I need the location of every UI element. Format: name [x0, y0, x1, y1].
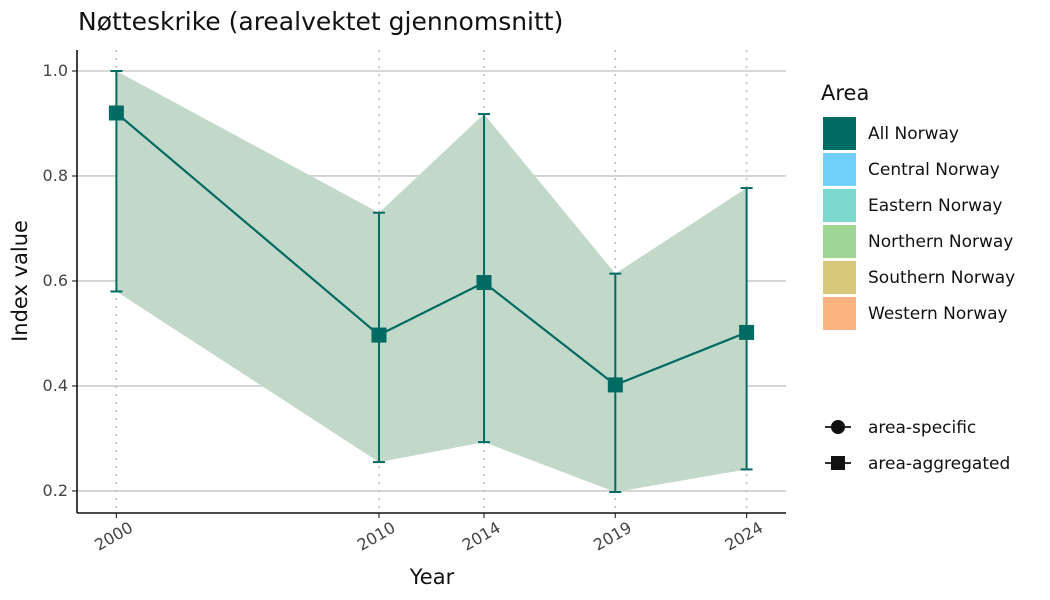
y-tick-label: 1.0 — [43, 61, 68, 80]
y-axis-label: Index value — [8, 220, 32, 342]
legend-label: Western Norway — [868, 304, 1008, 324]
legend-label: All Norway — [868, 124, 959, 144]
legend-shape-label: area-specific — [868, 418, 976, 438]
x-axis-label: Year — [409, 565, 455, 589]
x-tick-label: 2010 — [354, 518, 399, 555]
series-markers — [108, 105, 755, 393]
legend-shape-label: area-aggregated — [868, 454, 1010, 474]
y-tick-label: 0.8 — [43, 166, 68, 185]
y-tick-label: 0.2 — [43, 481, 68, 500]
legend-key — [823, 189, 856, 222]
data-point-square — [371, 327, 387, 343]
y-tick-label: 0.6 — [43, 271, 68, 290]
x-tick-label: 2019 — [590, 518, 635, 555]
x-tick-label: 2000 — [91, 518, 136, 555]
legend-square-symbol — [831, 456, 845, 470]
x-tick-labels: 2000 2010 2014 2019 2024 — [91, 518, 766, 555]
x-tick-label: 2014 — [459, 518, 504, 555]
y-tick-label: 0.4 — [43, 376, 68, 395]
legend: Area All Norway Central Norway Eastern Nor… — [821, 81, 1015, 474]
legend-key — [823, 297, 856, 330]
legend-key — [823, 117, 856, 150]
data-point-square — [476, 275, 492, 291]
legend-circle-symbol — [831, 420, 845, 434]
data-point-square — [108, 105, 124, 121]
legend-label: Eastern Norway — [868, 196, 1003, 216]
y-tick-labels: 0.2 0.4 0.6 0.8 1.0 — [43, 61, 68, 500]
legend-key — [823, 261, 856, 294]
legend-title: Area — [821, 81, 869, 105]
legend-label: Central Norway — [868, 160, 1000, 180]
legend-key — [823, 153, 856, 186]
data-point-square — [739, 324, 755, 340]
confidence-band-area — [116, 70, 747, 493]
legend-label: Northern Norway — [868, 232, 1013, 252]
confidence-band — [116, 70, 747, 493]
x-tick-label: 2024 — [721, 518, 766, 555]
chart-title: Nøtteskrike (arealvektet gjennomsnitt) — [78, 7, 563, 36]
data-point-square — [607, 377, 623, 393]
axes — [72, 50, 786, 518]
legend-label: Southern Norway — [868, 268, 1015, 288]
legend-key — [823, 225, 856, 258]
